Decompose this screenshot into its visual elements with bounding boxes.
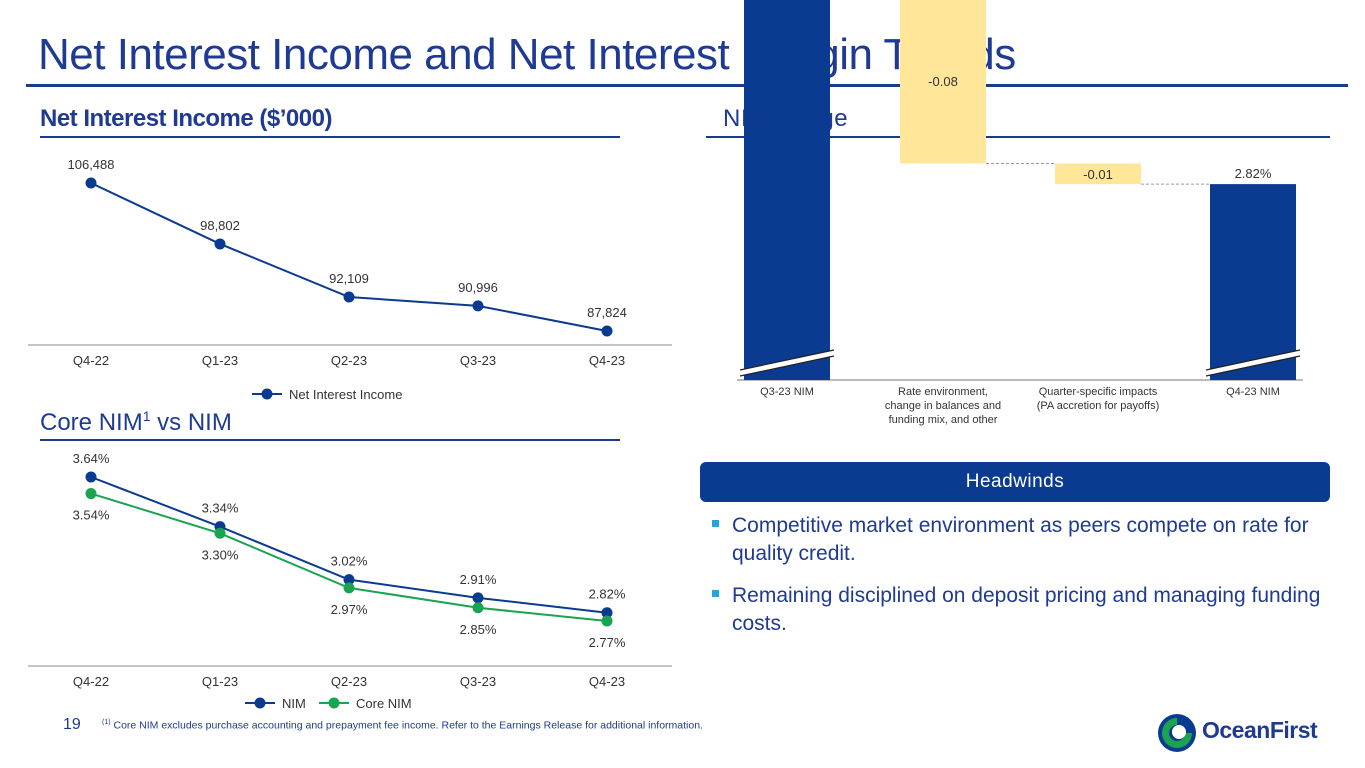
core-nim-section-rule (40, 439, 620, 441)
nim-legend-marker (254, 697, 266, 709)
nim-data-point (601, 607, 613, 619)
core-nim-data-label: 2.77% (589, 635, 626, 650)
nii-legend-label: Net Interest Income (289, 387, 402, 402)
page-number: 19 (63, 716, 81, 733)
axis-break-line (739, 349, 835, 371)
nii-data-point (601, 325, 613, 337)
nii-data-point (343, 291, 355, 303)
core-nim-title-pre: Core NIM (40, 409, 143, 436)
core-nim-data-point (343, 582, 355, 594)
footnote-marker: (1) (102, 719, 111, 726)
bridge-value-label: -0.01 (1083, 167, 1113, 182)
nii-section-rule (40, 136, 620, 138)
logo-wave-icon (1162, 718, 1192, 748)
core-nim-data-label: 3.30% (202, 547, 239, 562)
nii-data-label: 92,109 (329, 271, 369, 286)
bridge-delta-bar (1055, 163, 1141, 185)
bridge-delta-bar (900, 0, 986, 164)
nii-data-label: 90,996 (458, 280, 498, 295)
core-nim-data-point (472, 602, 484, 614)
headwinds-bullet: Remaining disciplined on deposit pricing… (710, 582, 1335, 638)
page-title: Net Interest Income and Net Interest Mar… (38, 30, 1016, 79)
bridge-tick-label: Q4-23 NIM (1226, 386, 1280, 398)
footnote-text: Core NIM excludes purchase accounting an… (113, 719, 703, 732)
nim-data-label: 3.64% (73, 451, 110, 466)
core-nim-data-label: 2.85% (460, 622, 497, 637)
headwinds-list: Competitive market environment as peers … (710, 512, 1335, 652)
nim-tick-label: Q2-23 (331, 674, 367, 689)
nii-legend-marker (261, 388, 273, 400)
nii-data-point (85, 177, 97, 189)
nim-tick-label: Q1-23 (202, 674, 238, 689)
bridge-tick-label-line: Q4-23 NIM (1226, 386, 1280, 398)
axis-break-icon (740, 350, 834, 376)
nim-data-point (472, 592, 484, 604)
bridge-value-label: -0.08 (928, 74, 958, 89)
bridge-tick-label-line: Q3-23 NIM (760, 386, 814, 398)
nii-data-point (472, 300, 484, 312)
logo-inner-icon (1172, 725, 1186, 739)
nim-data-label: 2.91% (460, 572, 497, 587)
core-nim-data-point (85, 488, 97, 500)
core-nim-data-label: 3.54% (73, 508, 110, 523)
axis-break-icon (1206, 350, 1300, 376)
bridge-tick-label-line: funding mix, and other (889, 414, 998, 426)
nim-data-label: 2.82% (589, 587, 626, 602)
nim-data-label: 3.02% (331, 554, 368, 569)
nii-data-label: 98,802 (200, 218, 240, 233)
nii-tick-label: Q4-22 (73, 353, 109, 368)
core-nim-title-post: vs NIM (150, 409, 232, 436)
headwinds-bullet: Competitive market environment as peers … (710, 512, 1335, 568)
nim-data-label: 3.34% (202, 501, 239, 516)
nii-tick-label: Q2-23 (331, 353, 367, 368)
nim-data-point (343, 574, 355, 586)
bridge-tick-label: Quarter-specific impacts (PA accretion fo… (1037, 386, 1159, 412)
core-nim-data-point (214, 527, 226, 539)
nii-data-point (214, 238, 226, 250)
headwinds-bullet-text: Competitive market environment as peers … (732, 514, 1309, 565)
core-nim-section-title: Core NIM1 vs NIM (40, 408, 232, 437)
bridge-tick-label-line: Rate environment, (898, 386, 988, 398)
nim-data-point (85, 471, 97, 483)
headwinds-bullet-text: Remaining disciplined on deposit pricing… (732, 584, 1321, 635)
nii-tick-label: Q1-23 (202, 353, 238, 368)
nii-data-label: 87,824 (587, 305, 627, 320)
nim-tick-label: Q4-23 (589, 674, 625, 689)
bridge-tick-label-line: Quarter-specific impacts (1039, 386, 1158, 398)
nim-legend-label: NIM (282, 696, 306, 711)
axis-break-line (1205, 355, 1301, 377)
bridge-value-label: 2.82% (1235, 166, 1272, 181)
nim-legend-label: Core NIM (356, 696, 412, 711)
nim-tick-label: Q4-22 (73, 674, 109, 689)
footnote: (1) Core NIM excludes purchase accountin… (102, 719, 703, 732)
oceanfirst-logo (1158, 714, 1196, 752)
bullet-square-icon (712, 590, 719, 597)
bridge-tick-label: Rate environment, change in balances and f… (885, 386, 1001, 426)
logo-text: OceanFirst (1202, 717, 1318, 743)
nii-tick-label: Q4-23 (589, 353, 625, 368)
bridge-tick-label-line: (PA accretion for payoffs) (1037, 400, 1159, 412)
headwinds-banner: Headwinds (700, 462, 1330, 502)
nim-legend-marker (328, 697, 340, 709)
core-nim-title-sup: 1 (142, 408, 151, 424)
core-nim-data-label: 2.97% (331, 602, 368, 617)
core-nim-data-point (601, 615, 613, 627)
bridge-tick-label: Q3-23 NIM (760, 386, 814, 398)
bridge-tick-label-line: change in balances and (885, 400, 1001, 412)
nii-data-label: 106,488 (68, 157, 115, 172)
nii-tick-label: Q3-23 (460, 353, 496, 368)
bridge-section-rule (706, 136, 1330, 138)
nim-tick-label: Q3-23 (460, 674, 496, 689)
bridge-total-bar (744, 0, 830, 381)
bridge-total-bar (1210, 184, 1296, 380)
axis-break-line (739, 355, 835, 377)
axis-break-line (1205, 349, 1301, 371)
title-divider (26, 84, 1348, 87)
bullet-square-icon (712, 520, 719, 527)
nii-section-title: Net Interest Income ($’000) (40, 105, 332, 132)
